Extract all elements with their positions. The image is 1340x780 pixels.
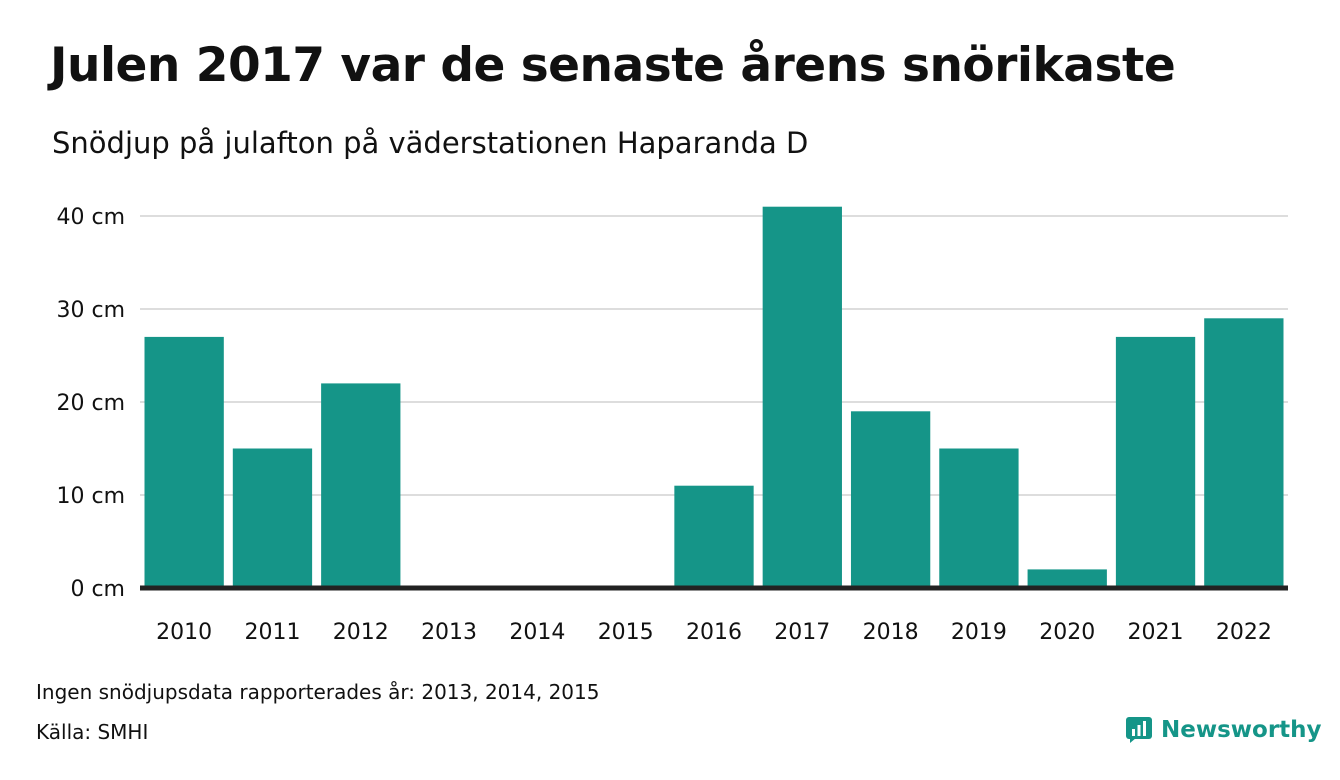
x-tick-label: 2013 <box>421 620 477 645</box>
y-tick-label: 10 cm <box>56 484 125 509</box>
x-tick-label: 2016 <box>686 620 742 645</box>
x-tick-label: 2010 <box>156 620 212 645</box>
x-tick-label: 2014 <box>509 620 565 645</box>
x-tick-label: 2012 <box>333 620 389 645</box>
bar-2016 <box>674 485 754 588</box>
bar-2021 <box>1115 336 1196 588</box>
x-tick-label: 2011 <box>244 620 300 645</box>
chart-title: Julen 2017 var de senaste årens snörikas… <box>50 38 1176 93</box>
bar-2017 <box>762 206 842 588</box>
brand-name: Newsworthy <box>1161 717 1322 743</box>
x-tick-label: 2015 <box>598 620 654 645</box>
missing-data-note: Ingen snödjupsdata rapporterades år: 201… <box>36 680 600 704</box>
gridlines <box>140 215 1288 496</box>
y-tick-label: 40 cm <box>56 205 125 230</box>
bar-2020 <box>1027 569 1107 588</box>
y-tick-label: 30 cm <box>56 298 125 323</box>
x-tick-label: 2019 <box>951 620 1007 645</box>
x-tick-label: 2021 <box>1128 620 1184 645</box>
x-tick-label: 2022 <box>1216 620 1272 645</box>
x-tick-label: 2020 <box>1039 620 1095 645</box>
newsworthy-logo-icon <box>1126 717 1152 743</box>
bar-2022 <box>1204 318 1284 588</box>
x-tick-label: 2018 <box>863 620 919 645</box>
source-credit: Källa: SMHI <box>36 720 149 744</box>
bar-2010 <box>144 336 224 588</box>
chart-subtitle: Snödjup på julafton på väderstationen Ha… <box>52 126 809 160</box>
bar-2012 <box>321 383 401 588</box>
newsworthy-brand[interactable]: Newsworthy <box>1125 716 1322 744</box>
bar-2019 <box>939 448 1019 588</box>
bar-2011 <box>232 448 313 588</box>
bars <box>144 206 1284 588</box>
y-axis-ticks: 0 cm 10 cm 20 cm 30 cm 40 cm <box>56 205 125 602</box>
bar-2018 <box>850 411 931 588</box>
x-axis-ticks: 2010 2011 2012 2013 2014 2015 2016 2017 2018 2019… <box>156 620 1272 645</box>
x-tick-label: 2017 <box>774 620 830 645</box>
y-tick-label: 0 cm <box>70 577 125 602</box>
y-tick-label: 20 cm <box>56 391 125 416</box>
